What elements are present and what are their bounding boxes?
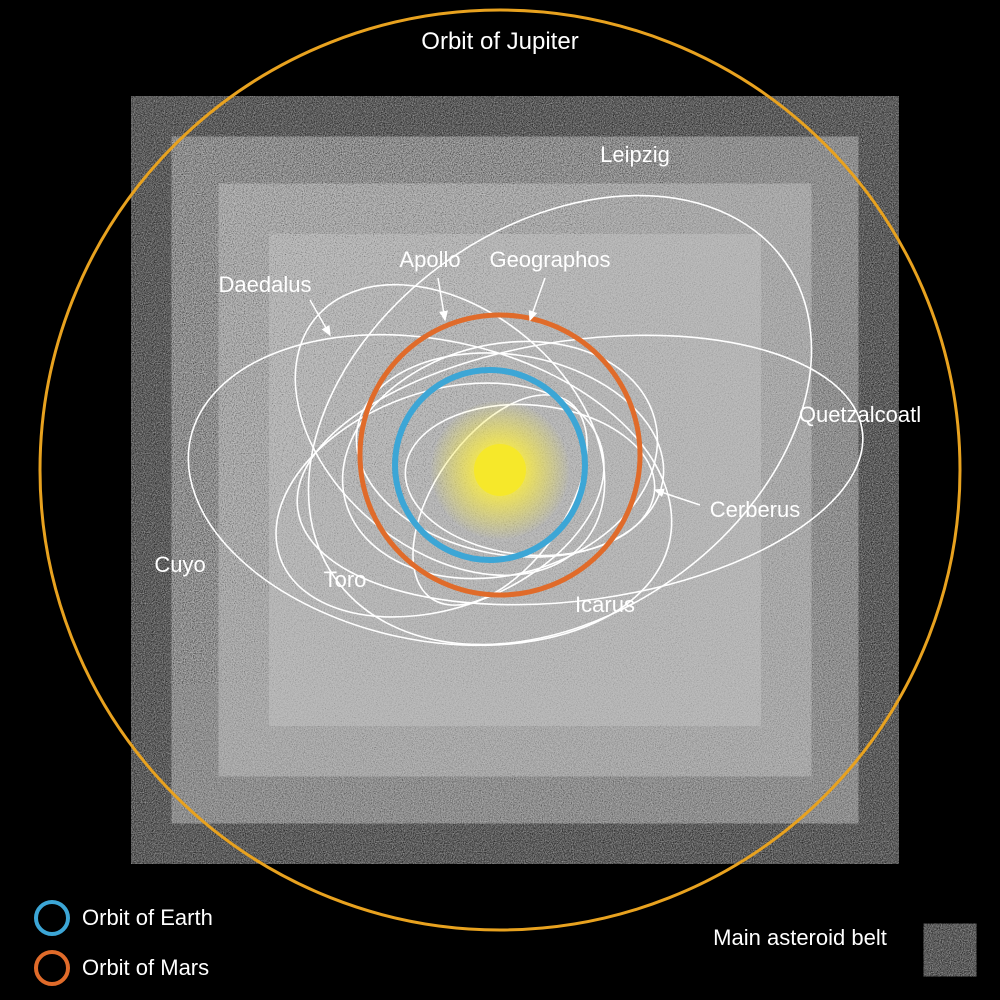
- legend-belt-label: Main asteroid belt: [713, 925, 887, 951]
- jupiter-orbit-label: Orbit of Jupiter: [421, 28, 578, 56]
- label-toro: Toro: [324, 567, 367, 593]
- label-geographos: Geographos: [489, 247, 610, 273]
- label-cuyo: Cuyo: [154, 552, 205, 578]
- mars-orbit-icon: [34, 950, 70, 986]
- label-apollo: Apollo: [399, 247, 460, 273]
- label-cerberus: Cerberus: [710, 497, 800, 523]
- earth-orbit-icon: [34, 900, 70, 936]
- sun-core: [474, 444, 526, 496]
- legend-earth-label: Orbit of Earth: [82, 905, 213, 931]
- orbit-diagram: [0, 0, 1000, 1000]
- label-quetzalcoatl: Quetzalcoatl: [799, 402, 921, 428]
- legend-mars-label: Orbit of Mars: [82, 955, 209, 981]
- legend-mars: Orbit of Mars: [34, 950, 209, 986]
- legend-earth: Orbit of Earth: [34, 900, 213, 936]
- label-daedalus: Daedalus: [219, 272, 312, 298]
- label-icarus: Icarus: [575, 592, 635, 618]
- belt-legend-icon: [928, 928, 972, 972]
- label-leipzig: Leipzig: [600, 142, 670, 168]
